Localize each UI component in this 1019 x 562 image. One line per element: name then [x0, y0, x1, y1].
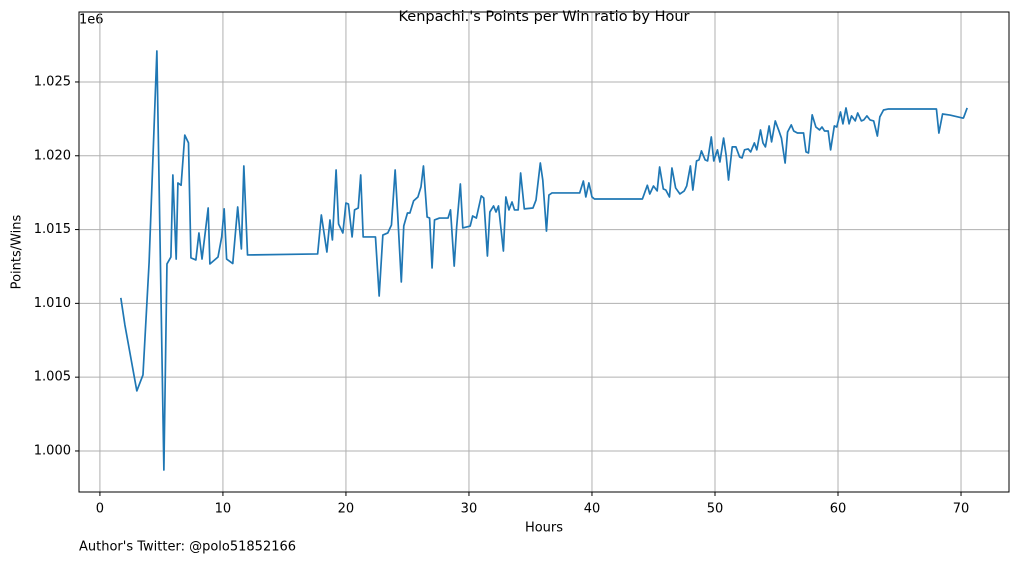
x-tick-label: 30 [461, 502, 478, 517]
x-tick-label: 70 [953, 502, 970, 517]
x-axis-label: Hours [525, 521, 563, 536]
y-tick-label: 1.025 [34, 74, 71, 89]
plot-frame [78, 11, 1010, 493]
y-tick-label: 1.005 [34, 370, 71, 385]
x-tick-label: 60 [830, 502, 847, 517]
y-tick-label: 1.000 [34, 443, 71, 458]
x-tick-label: 40 [584, 502, 601, 517]
y-tick-label: 1.020 [34, 148, 71, 163]
y-tick-label: 1.010 [34, 296, 71, 311]
footer: Author's Twitter: @polo51852166 [79, 540, 296, 555]
y-axis-label: Points/Wins [10, 214, 25, 289]
y-tick-label: 1.015 [34, 222, 71, 237]
x-tick-label: 10 [215, 502, 232, 517]
x-tick-label: 0 [96, 502, 104, 517]
data-line [119, 50, 968, 471]
x-tick-label: 50 [707, 502, 724, 517]
chart-title: Kenpachi.'s Points per Win ratio by Hour [398, 9, 689, 25]
offset-text: 1e6 [79, 13, 104, 28]
x-tick-label: 20 [338, 502, 355, 517]
